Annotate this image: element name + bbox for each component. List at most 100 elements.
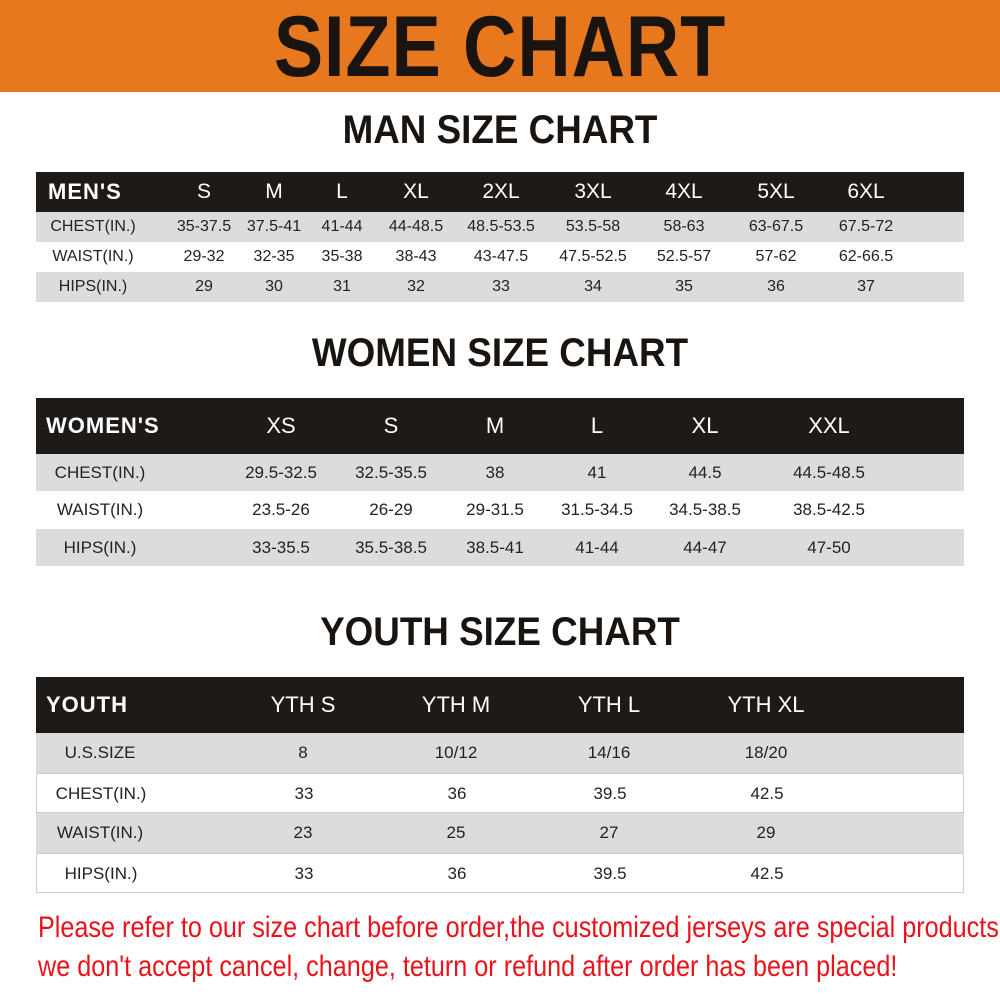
size-column-header: XL bbox=[403, 180, 429, 203]
table-cell: 29 bbox=[756, 823, 776, 842]
youth-header-row: YOUTH YTH S YTH M YTH L YTH XL bbox=[36, 677, 964, 733]
table-cell: 29-32 bbox=[183, 248, 225, 265]
table-row: CHEST(IN.) 29.5-32.5 32.5-35.5 38 41 44.5 44.5… bbox=[36, 454, 964, 492]
table-cell: 35-38 bbox=[321, 248, 363, 265]
row-label: HIPS(IN.) bbox=[63, 537, 137, 557]
table-cell: 35 bbox=[675, 278, 693, 295]
header-label: WOMEN'S bbox=[46, 413, 160, 438]
table-cell: 42.5 bbox=[750, 864, 784, 883]
table-cell: 29-31.5 bbox=[466, 500, 524, 520]
table-cell: 35-37.5 bbox=[176, 218, 232, 235]
table-row: WAIST(IN.) 23 25 27 29 bbox=[36, 813, 964, 853]
row-label: CHEST(IN.) bbox=[54, 463, 146, 482]
table-cell: 32.5-35.5 bbox=[355, 463, 427, 482]
table-row: WAIST(IN.) 29-32 32-35 35-38 38-43 43-47.5 47.… bbox=[36, 242, 964, 272]
table-cell: 44.5-48.5 bbox=[793, 463, 865, 482]
table-cell: 41-44 bbox=[321, 218, 363, 235]
table-cell: 33 bbox=[492, 278, 510, 295]
men-section-title: MAN SIZE CHART bbox=[342, 108, 658, 152]
table-cell: 25 bbox=[446, 823, 466, 842]
table-row: WAIST(IN.) 23.5-26 26-29 29-31.5 31.5-34.5 34… bbox=[36, 491, 964, 529]
header-label: MEN'S bbox=[48, 179, 122, 204]
table-row: CHEST(IN.) 35-37.5 37.5-41 41-44 44-48.5 48.5… bbox=[36, 212, 964, 242]
size-column-header: YTH S bbox=[270, 692, 336, 717]
table-row: HIPS(IN.) 33-35.5 35.5-38.5 38.5-41 41-44 44-… bbox=[36, 528, 964, 566]
row-label: CHEST(IN.) bbox=[55, 784, 147, 803]
table-cell: 29 bbox=[195, 278, 213, 295]
youth-section-title: YOUTH SIZE CHART bbox=[320, 610, 680, 654]
row-label: CHEST(IN.) bbox=[50, 218, 136, 235]
table-cell: 33-35.5 bbox=[252, 537, 310, 557]
table-cell: 27 bbox=[599, 823, 619, 842]
men-header-row: MEN'S S M L XL 2XL 3XL 4XL 5XL 6XL bbox=[36, 172, 964, 212]
table-cell: 67.5-72 bbox=[838, 218, 894, 235]
size-column-header: S bbox=[196, 180, 212, 203]
size-column-header: 5XL bbox=[757, 180, 795, 203]
size-column-header: L bbox=[336, 180, 348, 203]
size-column-header: M bbox=[485, 413, 505, 438]
table-row: HIPS(IN.) 33 36 39.5 42.5 bbox=[36, 853, 964, 893]
row-label: WAIST(IN.) bbox=[56, 500, 144, 520]
table-cell: 38 bbox=[485, 463, 505, 482]
table-cell: 44-48.5 bbox=[388, 218, 444, 235]
table-cell: 39.5 bbox=[593, 864, 627, 883]
title-banner: SIZE CHART bbox=[0, 0, 1000, 92]
row-label: WAIST(IN.) bbox=[52, 248, 134, 265]
table-cell: 48.5-53.5 bbox=[467, 218, 535, 235]
table-cell: 31 bbox=[333, 278, 351, 295]
table-cell: 23 bbox=[293, 823, 313, 842]
table-cell: 32 bbox=[407, 278, 425, 295]
table-cell: 39.5 bbox=[593, 784, 627, 803]
table-cell: 10/12 bbox=[434, 743, 478, 762]
size-column-header: 3XL bbox=[574, 180, 612, 203]
table-cell: 53.5-58 bbox=[565, 218, 621, 235]
table-cell: 23.5-26 bbox=[252, 500, 310, 520]
table-cell: 29.5-32.5 bbox=[245, 463, 317, 482]
size-column-header: M bbox=[265, 180, 283, 203]
women-header-row: WOMEN'S XS S M L XL XXL bbox=[36, 398, 964, 454]
table-cell: 8 bbox=[298, 743, 308, 762]
page-title: SIZE CHART bbox=[273, 0, 727, 95]
table-cell: 36 bbox=[447, 784, 467, 803]
table-cell: 41 bbox=[587, 463, 607, 482]
table-cell: 37.5-41 bbox=[246, 218, 302, 235]
row-label: HIPS(IN.) bbox=[64, 864, 138, 883]
table-row: HIPS(IN.) 29 30 31 32 33 34 35 36 37 bbox=[36, 272, 964, 302]
table-cell: 52.5-57 bbox=[656, 248, 712, 265]
notice-line-1: Please refer to our size chart before or… bbox=[38, 911, 1000, 944]
size-column-header: XS bbox=[266, 413, 296, 438]
table-cell: 34 bbox=[584, 278, 602, 295]
size-column-header: S bbox=[383, 413, 399, 438]
table-cell: 31.5-34.5 bbox=[561, 500, 633, 520]
table-cell: 37 bbox=[857, 278, 875, 295]
table-cell: 33 bbox=[294, 784, 314, 803]
table-cell: 63-67.5 bbox=[748, 218, 804, 235]
row-label: U.S.SIZE bbox=[64, 743, 136, 762]
notice-line-2: we don't accept cancel, change, teturn o… bbox=[38, 950, 898, 983]
table-cell: 36 bbox=[447, 864, 467, 883]
size-column-header: 2XL bbox=[482, 180, 520, 203]
table-row: CHEST(IN.) 33 36 39.5 42.5 bbox=[36, 773, 964, 813]
size-column-header: XL bbox=[691, 413, 719, 438]
header-label: YOUTH bbox=[46, 692, 128, 717]
women-section-title: WOMEN SIZE CHART bbox=[311, 331, 689, 375]
table-cell: 30 bbox=[265, 278, 283, 295]
table-cell: 33 bbox=[294, 864, 314, 883]
size-column-header: YTH M bbox=[421, 692, 491, 717]
table-cell: 58-63 bbox=[663, 218, 705, 235]
table-cell: 32-35 bbox=[253, 248, 295, 265]
table-cell: 42.5 bbox=[750, 784, 784, 803]
table-cell: 35.5-38.5 bbox=[355, 537, 427, 557]
table-cell: 14/16 bbox=[587, 743, 631, 762]
table-cell: 47-50 bbox=[807, 537, 851, 557]
size-column-header: L bbox=[590, 413, 604, 438]
table-cell: 26-29 bbox=[369, 500, 413, 520]
size-column-header: YTH L bbox=[577, 692, 641, 717]
size-column-header: YTH XL bbox=[727, 692, 805, 717]
table-cell: 41-44 bbox=[575, 537, 619, 557]
table-cell: 44.5 bbox=[688, 463, 722, 482]
size-column-header: 4XL bbox=[665, 180, 703, 203]
table-cell: 38.5-42.5 bbox=[793, 500, 865, 520]
size-column-header: XXL bbox=[808, 413, 850, 438]
table-cell: 34.5-38.5 bbox=[669, 500, 741, 520]
